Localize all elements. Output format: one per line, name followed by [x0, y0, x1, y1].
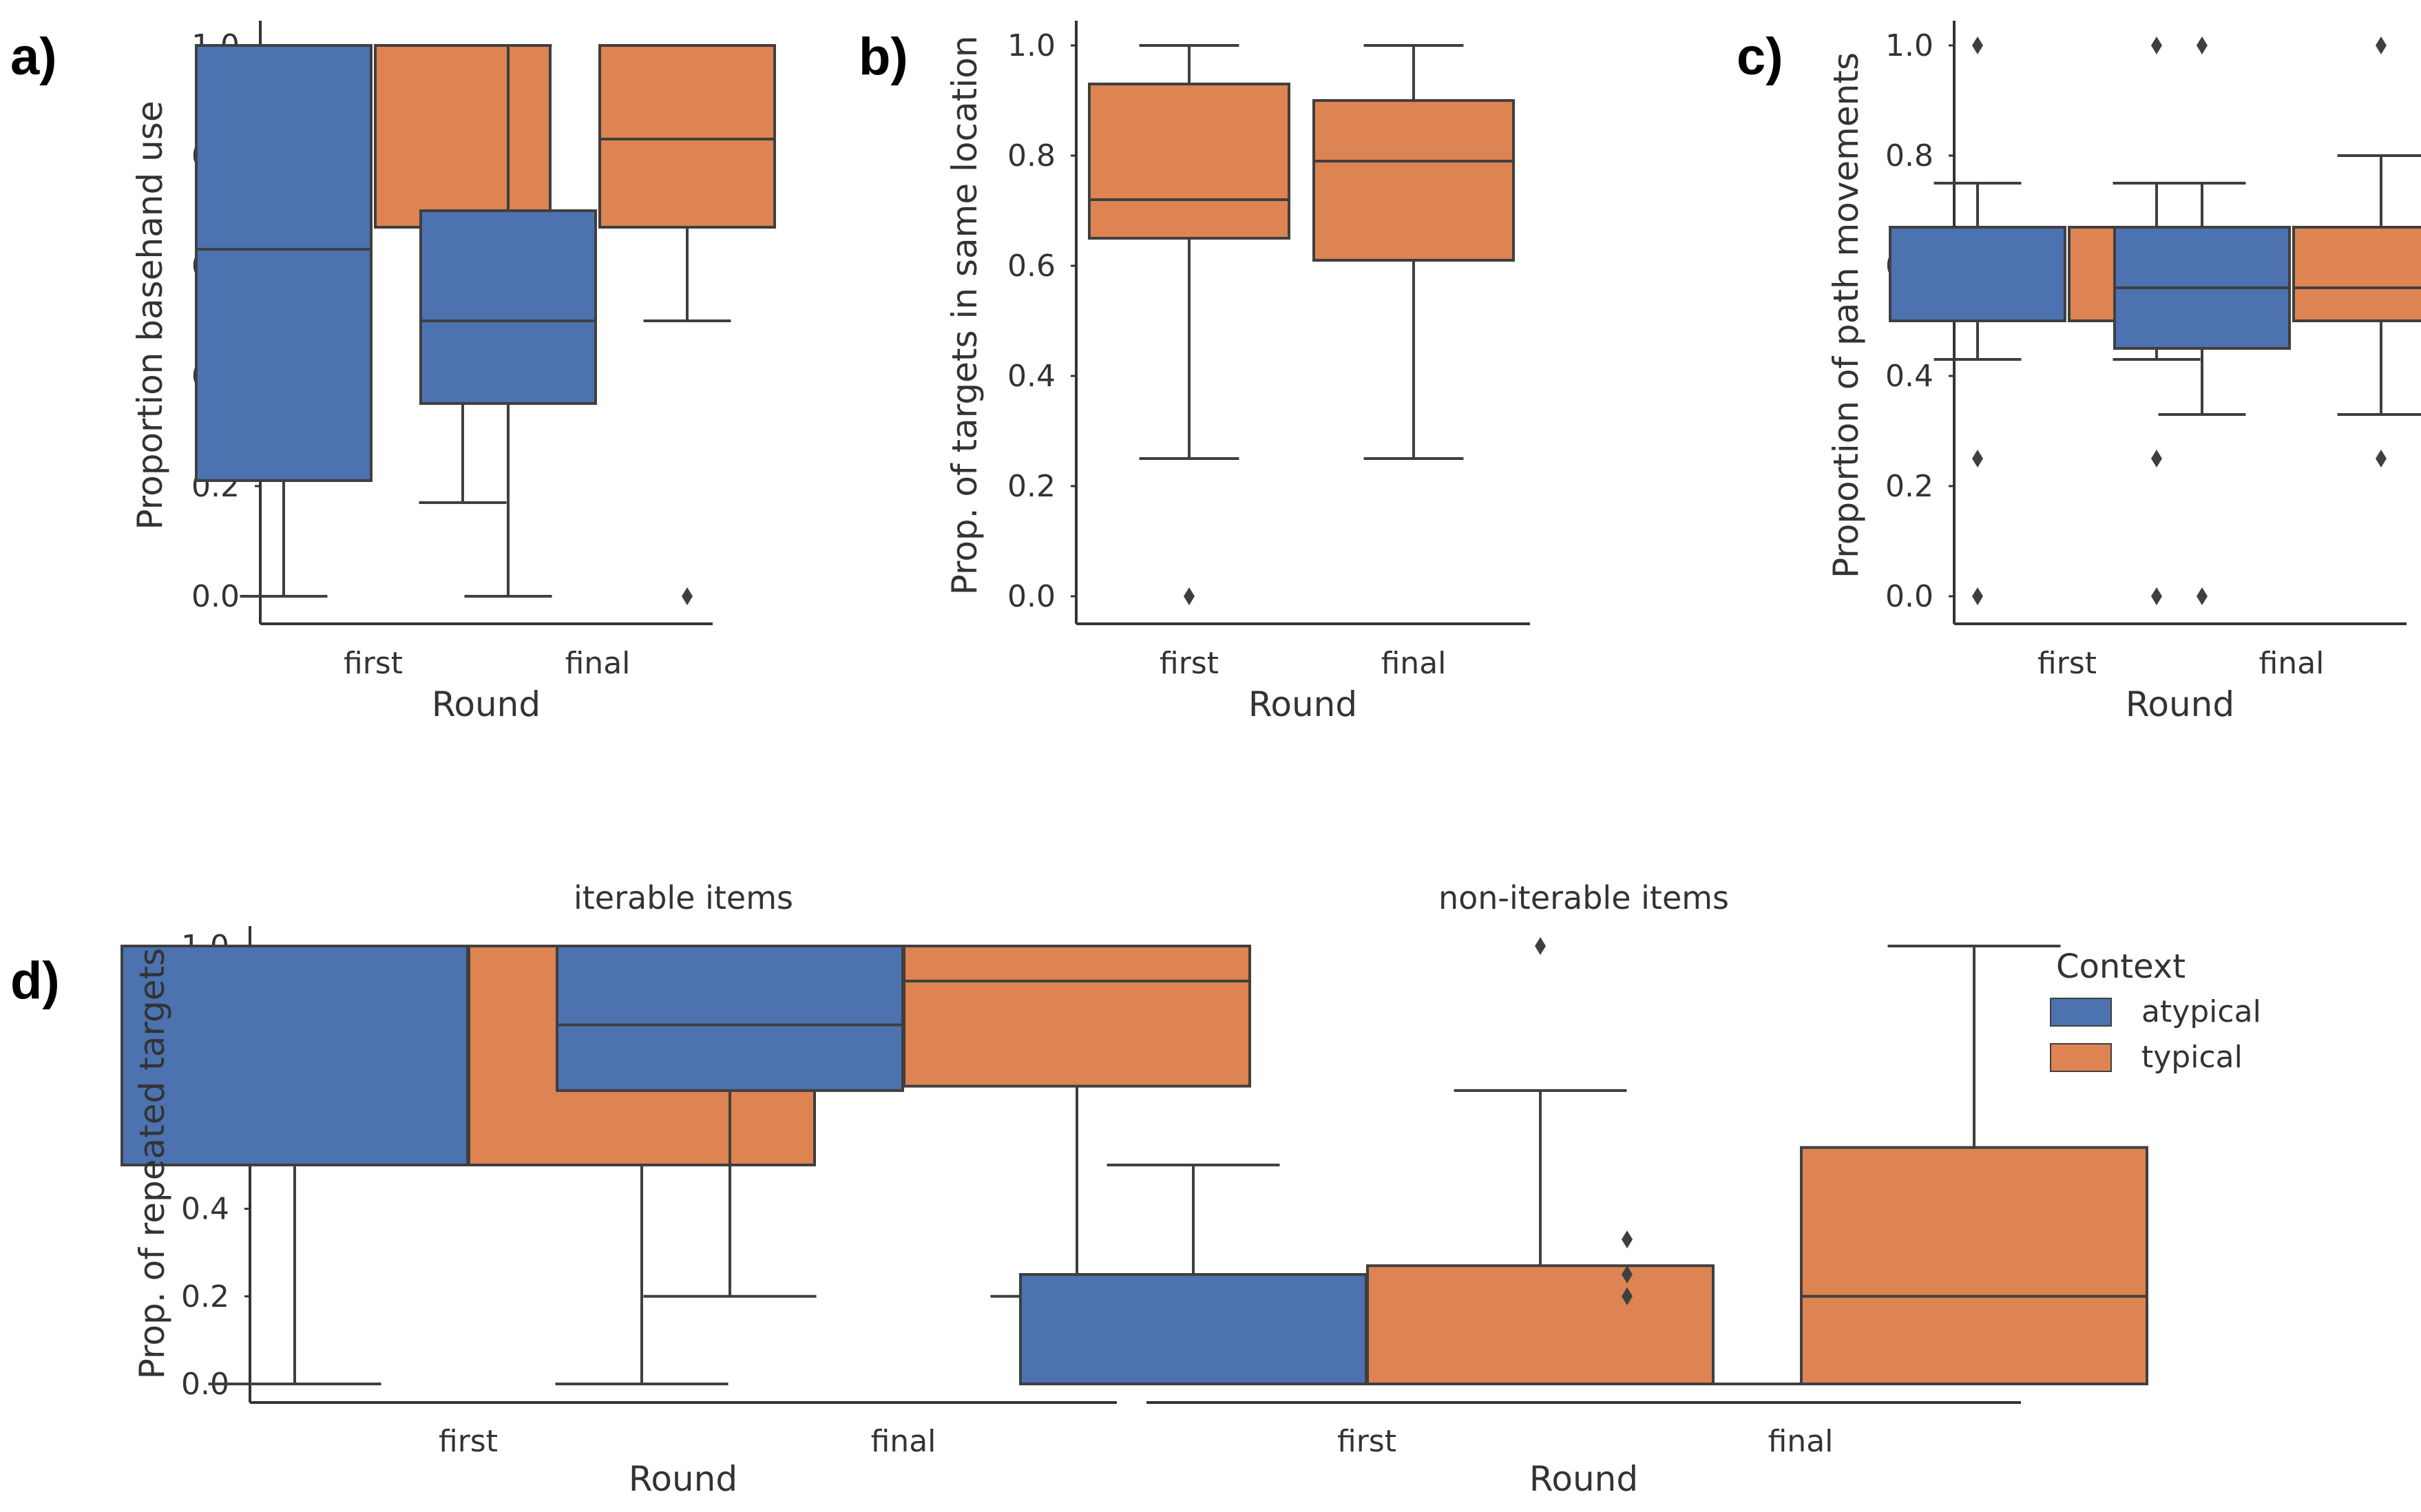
- x-tick-label: first: [439, 1424, 498, 1459]
- box-typical: [598, 44, 776, 229]
- y-axis-label: Prop. of targets in same location: [945, 36, 985, 596]
- outlier-point: [2376, 450, 2387, 468]
- box-typical: [374, 44, 552, 229]
- y-tick-label: 0.8: [1885, 138, 1933, 174]
- x-tick-label: final: [871, 1424, 936, 1459]
- outlier-point: [1972, 450, 1983, 468]
- y-tick-label: 0.0: [1885, 579, 1933, 614]
- outlier-point: [2376, 36, 2387, 54]
- panel-label: c): [1737, 28, 1783, 86]
- outlier-point: [1972, 587, 1983, 605]
- chart-d-non-iterable: first final Round non-iterable items: [1019, 879, 2148, 1499]
- box-typical: [903, 945, 1251, 1088]
- y-tick-label: 0.4: [1885, 359, 1933, 394]
- x-tick-label: final: [2259, 646, 2325, 681]
- x-tick-label: final: [1381, 646, 1447, 681]
- y-tick-label: 1.0: [1007, 28, 1056, 63]
- chart-title: iterable items: [574, 879, 793, 916]
- legend-swatch-typical: [2050, 1043, 2112, 1072]
- panel-label: d): [10, 952, 60, 1010]
- x-axis-label: Round: [629, 1459, 737, 1499]
- outlier-point: [1972, 36, 1983, 54]
- chart-d-iterable: 0.00.20.40.60.81.0firstfinald)Prop. of r…: [10, 879, 1251, 1499]
- chart-title: non-iterable items: [1438, 879, 1729, 916]
- x-tick-label: first: [1337, 1424, 1396, 1459]
- legend-swatch-atypical: [2050, 998, 2112, 1027]
- y-tick-label: 0.4: [181, 1192, 229, 1227]
- outlier-point: [2197, 587, 2208, 605]
- chart-a: 0.00.20.40.60.81.0firstfinala)Proportion…: [10, 21, 776, 724]
- legend-label-typical: typical: [2141, 1040, 2243, 1075]
- legend: Context atypical typical: [2050, 947, 2261, 1075]
- panel-label: b): [859, 28, 908, 86]
- y-tick-label: 0.0: [1007, 579, 1056, 614]
- y-axis-label: Proportion of path movements: [1826, 52, 1866, 578]
- x-axis-label: Round: [432, 684, 541, 724]
- box-typical: [2292, 226, 2421, 322]
- box-atypical: [195, 44, 373, 482]
- box-typical: [1366, 1264, 1715, 1386]
- box-typical: [1800, 1146, 2148, 1386]
- panel-label: a): [10, 28, 57, 86]
- outlier-point: [1622, 1287, 1633, 1305]
- x-axis-label: Round: [1529, 1459, 1638, 1499]
- box-atypical: [1889, 226, 2066, 322]
- y-tick-label: 0.6: [1007, 249, 1056, 284]
- outlier-point: [2197, 36, 2208, 54]
- legend-label-atypical: atypical: [2141, 994, 2261, 1029]
- outlier-point: [2151, 450, 2162, 468]
- outlier-point: [682, 587, 693, 605]
- box-atypical: [419, 209, 597, 405]
- y-tick-label: 0.4: [1007, 359, 1056, 394]
- chart-c: 0.00.20.40.60.81.0firstfinalc)Proportion…: [1737, 21, 2421, 724]
- legend-title: Context: [2056, 947, 2186, 986]
- x-tick-label: first: [2037, 646, 2097, 681]
- outlier-point: [1184, 587, 1195, 605]
- outlier-point: [2151, 36, 2162, 54]
- outlier-point: [1622, 1230, 1633, 1249]
- y-tick-label: 0.0: [191, 579, 240, 614]
- box-typical: [1312, 99, 1515, 262]
- y-tick-label: 1.0: [1885, 28, 1933, 63]
- y-tick-label: 0.8: [1007, 138, 1056, 174]
- x-axis-label: Round: [2126, 684, 2234, 724]
- box-atypical: [1019, 1273, 1367, 1385]
- x-tick-label: final: [565, 646, 631, 681]
- y-tick-label: 0.2: [1885, 469, 1933, 504]
- box-typical: [1088, 83, 1290, 240]
- chart-b: 0.0 0.2 0.4 0.6 0.8 1.0 first final b) Prop. of t…: [859, 21, 1530, 724]
- box-atypical: [120, 945, 469, 1166]
- outlier-point: [2151, 587, 2162, 605]
- box-atypical: [556, 945, 904, 1092]
- outlier-point: [1622, 1266, 1633, 1283]
- x-tick-label: first: [1160, 646, 1219, 681]
- x-tick-label: first: [344, 646, 403, 681]
- outlier-point: [1535, 937, 1546, 955]
- y-axis-label: Proportion basehand use: [130, 101, 170, 529]
- y-tick-label: 0.2: [181, 1279, 229, 1314]
- x-tick-label: final: [1768, 1424, 1834, 1459]
- x-axis-label: Round: [1248, 684, 1357, 724]
- y-axis-label: Prop. of repeated targets: [132, 948, 172, 1379]
- y-tick-label: 0.2: [1007, 469, 1056, 504]
